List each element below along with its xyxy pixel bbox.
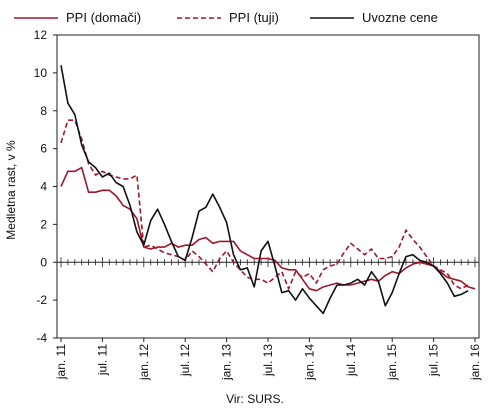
x-tick-label: jan. 11 [54,344,68,380]
x-tick-label: jan. 15 [385,344,399,381]
y-tick-label: 12 [34,28,48,42]
y-tick-label: 8 [40,104,47,118]
series-line-3 [60,65,469,315]
plot-frame [56,34,480,339]
y-tick-label: -2 [36,293,47,307]
x-axis: jan. 11 jul. 11 jan. 12 jul. 12 jan. 13 jul. … [54,257,482,381]
series-line-2 [60,119,469,290]
legend-label-1: PPI (domači) [66,10,141,25]
series-line-1 [60,166,476,292]
x-tick-label: jan. 12 [137,344,151,381]
y-tick-label: 4 [40,180,47,194]
plot-border [56,34,480,339]
x-tick-label: jul. 15 [427,344,441,377]
x-tick-label: jan. 13 [220,344,234,381]
series-group [60,65,476,315]
x-tick-label: jan. 14 [302,344,316,381]
x-tick-label: jul. 11 [95,344,109,376]
legend-label-2: PPI (tuji) [229,10,279,25]
legend-label-3: Uvozne cene [362,10,438,25]
x-tick-label: jan. 16 [468,344,482,381]
y-tick-label: 10 [34,66,48,80]
x-tick-label: jul. 12 [178,344,192,377]
x-tick-label: jul. 14 [344,344,358,377]
y-tick-label: 0 [40,255,47,269]
y-axis-label: Medletna rast, v % [4,140,18,240]
source-note: Vir: SURS. [226,392,284,406]
legend: PPI (domači) PPI (tuji) Uvozne cene [14,10,438,25]
y-axis: -4 -2 0 2 4 6 8 10 12 [34,28,57,345]
y-tick-label: -4 [36,331,47,345]
x-tick-label: jul. 13 [261,344,275,377]
y-tick-label: 2 [40,217,47,231]
y-tick-label: 6 [40,142,47,156]
